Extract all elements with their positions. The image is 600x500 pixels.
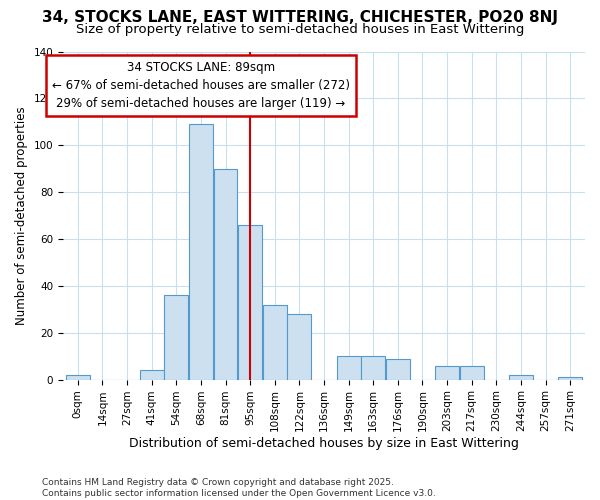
Bar (238, 225, 262, 380)
X-axis label: Distribution of semi-detached houses by size in East Wittering: Distribution of semi-detached houses by … (129, 437, 519, 450)
Bar (189, 124, 213, 380)
Text: 34, STOCKS LANE, EAST WITTERING, CHICHESTER, PO20 8NJ: 34, STOCKS LANE, EAST WITTERING, CHICHES… (42, 10, 558, 25)
Text: Contains HM Land Registry data © Crown copyright and database right 2025.
Contai: Contains HM Land Registry data © Crown c… (42, 478, 436, 498)
Y-axis label: Number of semi-detached properties: Number of semi-detached properties (15, 106, 28, 325)
Bar (460, 366, 484, 380)
Bar (66, 375, 90, 380)
Bar (435, 366, 459, 380)
Bar (140, 370, 164, 380)
Bar (287, 314, 311, 380)
Bar (361, 356, 385, 380)
Bar (509, 375, 533, 380)
Bar (164, 295, 188, 380)
Bar (337, 356, 361, 380)
Bar (263, 304, 287, 380)
Bar (386, 358, 410, 380)
Text: 34 STOCKS LANE: 89sqm
← 67% of semi-detached houses are smaller (272)
29% of sem: 34 STOCKS LANE: 89sqm ← 67% of semi-deta… (52, 61, 350, 110)
Text: Size of property relative to semi-detached houses in East Wittering: Size of property relative to semi-detach… (76, 22, 524, 36)
Bar (558, 378, 582, 380)
Bar (214, 168, 238, 380)
